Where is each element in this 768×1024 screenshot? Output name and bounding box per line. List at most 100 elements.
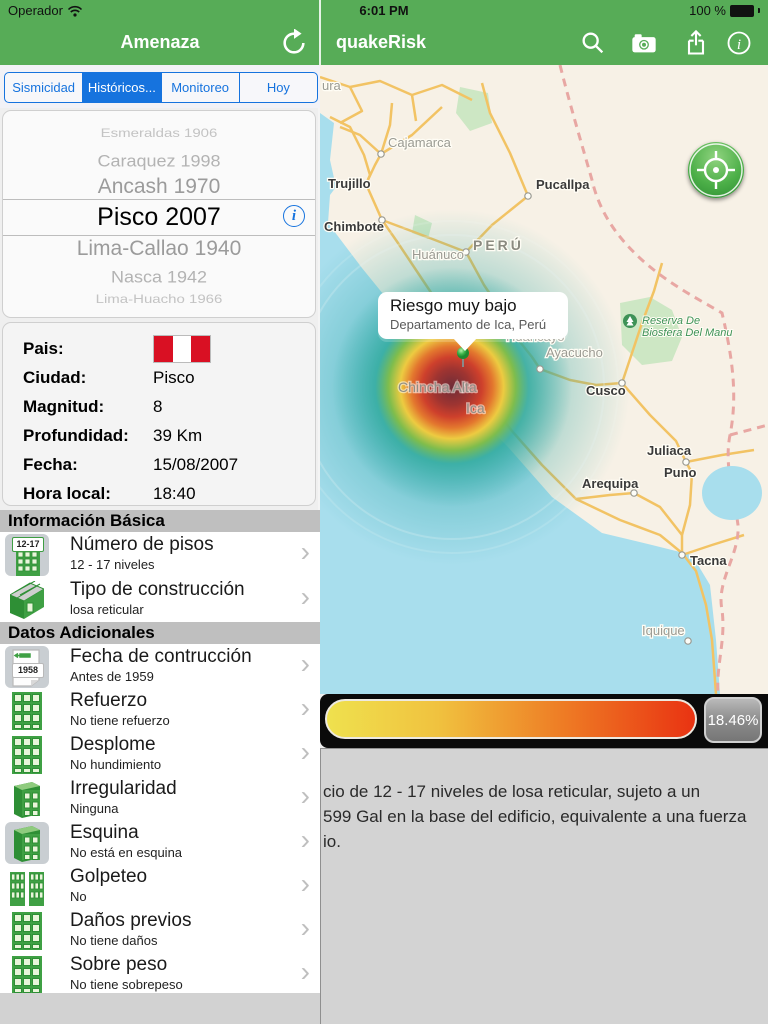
picker-item[interactable]: Ancash 1970	[97, 175, 221, 198]
chevron-right-icon: ›	[300, 692, 310, 723]
picker-item[interactable]: Lima-Callao 1940	[76, 237, 242, 260]
list-item-refuerzo[interactable]: Refuerzo No tiene refuerzo ›	[0, 688, 320, 733]
section-header-basic: Información Básica	[0, 510, 320, 532]
tab-sismicidad[interactable]: Sismicidad	[12, 80, 76, 95]
building-pair-icon	[5, 866, 49, 908]
map-label: Ica	[466, 400, 485, 416]
building-grid-icon	[5, 734, 49, 776]
map-label: Puno	[664, 465, 697, 480]
search-button[interactable]	[579, 29, 607, 57]
chevron-right-icon: ›	[300, 824, 310, 855]
svg-text:i: i	[737, 36, 741, 53]
chevron-right-icon: ›	[300, 536, 310, 567]
map-reserve-area	[620, 297, 682, 365]
threat-panel: Sismicidad Históricos... Monitoreo Hoy E…	[0, 65, 320, 1024]
peru-flag	[153, 335, 211, 363]
map-label: Chimbote	[324, 219, 384, 234]
map-city-dot	[362, 180, 370, 188]
chevron-right-icon: ›	[300, 868, 310, 899]
detail-value: 18:40	[153, 484, 196, 503]
list-item-fecha-de-contruccion[interactable]: 1958 Fecha de contrucción Antes de 1959 …	[0, 644, 320, 689]
construction-date-icon: 1958	[5, 646, 49, 688]
map-label: Pucallpa	[536, 177, 590, 192]
map-label: Chincha Alta	[398, 379, 477, 395]
tab-historicos[interactable]: Históricos...	[82, 73, 161, 102]
list-item-tipo-de-construccion[interactable]: Tipo de construcción losa reticular ›	[0, 577, 320, 622]
map-label: Trujillo	[328, 176, 371, 191]
right-nav-title: quakeRisk	[336, 32, 427, 52]
map-city-dot	[524, 192, 532, 200]
status-bar: Operador 6:01 PM 100 %	[0, 0, 768, 22]
chevron-right-icon: ›	[300, 736, 310, 767]
map-city-dot	[377, 150, 385, 158]
callout-title: Riesgo muy bajo	[390, 296, 517, 315]
status-time: 6:01 PM	[359, 3, 409, 18]
description-area: cio de 12 - 17 niveles de losa reticular…	[320, 748, 768, 1024]
info-nav-button[interactable]: i	[725, 29, 753, 57]
map-label: Huánuco	[412, 247, 464, 262]
map-label: Cusco	[586, 383, 626, 398]
picker-item[interactable]: Esmeraldas 1906	[100, 126, 218, 141]
earthquake-picker[interactable]: Esmeraldas 1906 Caraquez 1998 Ancash 197…	[2, 110, 316, 318]
detail-value: 39 Km	[153, 426, 203, 445]
list-item-golpeteo[interactable]: Golpeteo No ›	[0, 864, 320, 909]
map-label: Juliaca	[647, 443, 692, 458]
picker-item[interactable]: Nasca 1942	[110, 268, 208, 287]
picker-item[interactable]: Lima-Huacho 1966	[95, 292, 223, 307]
map-city-dot	[688, 469, 696, 477]
building-3d-icon	[5, 778, 49, 820]
target-icon	[689, 143, 743, 197]
top-bar: Operador 6:01 PM 100 % Amenaza quake	[0, 0, 768, 65]
camera-button[interactable]	[630, 29, 658, 57]
chevron-right-icon: ›	[300, 780, 310, 811]
share-button[interactable]	[682, 29, 710, 57]
left-nav-title: Amenaza	[120, 32, 200, 52]
map-label: Ayacucho	[546, 345, 603, 360]
map-callout[interactable]: Riesgo muy bajo Departamento de Ica, Per…	[378, 292, 568, 351]
list-item-esquina[interactable]: Esquina No está en esquina ›	[0, 820, 320, 865]
additional-rows: 1958 Fecha de contrucción Antes de 1959 …	[0, 644, 320, 993]
map-city-dot	[536, 365, 544, 373]
battery-percent: 100 %	[689, 3, 726, 18]
list-item-numero-de-pisos[interactable]: 12-17 Número de pisos 12 - 17 niveles ›	[0, 532, 320, 577]
callout-subtitle: Departamento de Ica, Perú	[390, 317, 546, 332]
earthquake-info-button[interactable]: i	[283, 205, 305, 227]
info-icon: i	[727, 31, 751, 55]
list-item-desplome[interactable]: Desplome No hundimiento ›	[0, 732, 320, 777]
tab-monitoreo[interactable]: Monitoreo	[160, 73, 239, 102]
refresh-button[interactable]	[280, 28, 308, 57]
risk-gradient	[325, 699, 697, 739]
map-border	[558, 65, 740, 694]
risk-gradient-bar: 18.46%	[320, 694, 768, 748]
list-item-sobre-peso[interactable]: Sobre peso No tiene sobrepeso ›	[0, 952, 320, 993]
tab-hoy[interactable]: Hoy	[238, 73, 317, 102]
chevron-right-icon: ›	[300, 912, 310, 943]
detail-label: Pais:	[23, 339, 64, 358]
list-item-irregularidad[interactable]: Irregularidad Ninguna ›	[0, 776, 320, 821]
picker-item[interactable]: Caraquez 1998	[97, 152, 221, 171]
tab-bar: Sismicidad Históricos... Monitoreo Hoy	[0, 65, 320, 108]
carrier-label: Operador	[8, 3, 63, 18]
detail-value: 15/08/2007	[153, 455, 239, 474]
detail-value: Pisco	[153, 368, 195, 387]
map-label: Iquique	[642, 623, 685, 638]
svg-text:Biosfera Del Manu: Biosfera Del Manu	[642, 327, 733, 339]
map-city-dot	[678, 551, 686, 559]
list-item-danos-previos[interactable]: Daños previos No tiene daños ›	[0, 908, 320, 953]
map-city-dot	[378, 216, 386, 224]
map-pin[interactable]	[457, 347, 469, 367]
panel-divider	[319, 0, 321, 65]
map-lake	[702, 466, 762, 520]
map-reserve-label: Reserva De Biosfera Del Manu	[623, 314, 734, 340]
building-grid-icon	[5, 954, 49, 993]
locate-button[interactable]	[688, 142, 744, 198]
detail-label: Profundidad:	[23, 426, 129, 445]
picker-item-selected[interactable]: Pisco 2007	[97, 203, 221, 231]
map-label: Arequipa	[582, 476, 639, 491]
share-icon	[687, 29, 705, 55]
corner-building-icon	[5, 822, 49, 864]
detail-value: 8	[153, 397, 163, 416]
building-grid-icon	[5, 690, 49, 732]
earthquake-details: Pais: Ciudad: Pisco Magnitud: 8 Profundi…	[2, 322, 316, 506]
camera-icon	[632, 34, 656, 53]
